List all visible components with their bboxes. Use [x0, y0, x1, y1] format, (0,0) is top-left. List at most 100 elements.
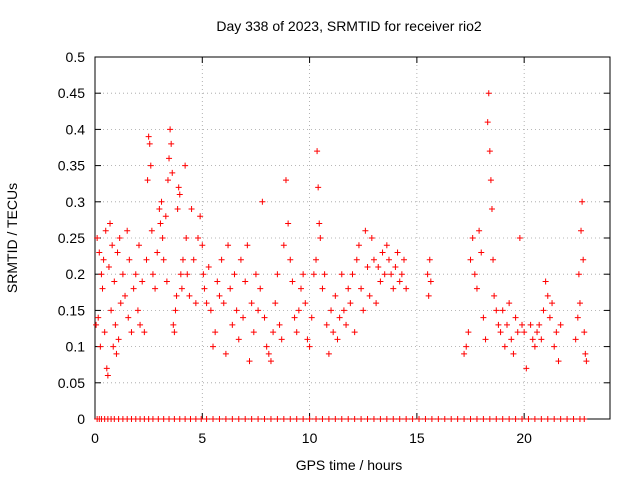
y-tick-label: 0.3	[66, 194, 86, 210]
grid-lines	[95, 57, 610, 419]
data-point	[581, 329, 588, 336]
data-point	[401, 256, 407, 263]
data-point	[212, 329, 219, 336]
data-point	[310, 271, 317, 278]
data-point	[351, 329, 358, 336]
data-point	[126, 256, 133, 263]
y-tick-label: 0.15	[58, 302, 85, 318]
data-point	[300, 271, 307, 278]
chart-title: Day 338 of 2023, SRMTID for receiver rio…	[216, 18, 482, 34]
data-point	[321, 271, 328, 278]
data-point	[544, 416, 551, 422]
data-point	[549, 300, 556, 307]
data-point	[330, 329, 337, 336]
data-point	[265, 350, 272, 357]
data-point	[368, 235, 375, 241]
data-point	[172, 307, 179, 314]
data-point	[235, 336, 242, 343]
data-point	[158, 198, 165, 205]
data-point	[111, 278, 118, 285]
data-point	[134, 307, 141, 314]
data-point	[497, 329, 504, 336]
data-point	[287, 416, 294, 422]
data-point	[499, 416, 506, 422]
data-point	[358, 416, 365, 422]
data-point	[334, 336, 341, 343]
data-point	[184, 271, 191, 278]
data-point	[125, 314, 132, 321]
data-point	[542, 278, 549, 285]
data-point	[441, 416, 448, 422]
data-point	[270, 329, 277, 336]
data-point	[506, 300, 513, 307]
data-point	[416, 416, 423, 422]
data-point	[248, 416, 255, 422]
data-point	[105, 263, 112, 270]
data-point	[99, 285, 106, 292]
data-point	[154, 249, 161, 256]
data-point	[257, 285, 264, 292]
data-point	[486, 416, 493, 422]
data-point	[336, 314, 343, 321]
data-point	[287, 256, 294, 263]
data-point	[176, 191, 183, 198]
data-point	[476, 227, 483, 234]
data-point	[201, 285, 208, 292]
data-point	[137, 321, 144, 328]
data-point	[227, 285, 234, 292]
data-point	[353, 256, 360, 263]
data-point	[491, 292, 498, 299]
x-tick-label: 0	[91, 430, 99, 446]
plot-frame	[94, 56, 611, 420]
y-axis-label: SRMTID / TECUs	[4, 183, 20, 293]
data-point	[104, 372, 111, 379]
data-point	[108, 307, 115, 314]
data-point	[519, 321, 526, 328]
data-point	[575, 271, 582, 278]
data-point	[531, 343, 538, 350]
data-point	[261, 314, 268, 321]
y-tick-label: 0.2	[66, 266, 86, 282]
data-point	[490, 256, 497, 263]
data-point	[155, 416, 162, 422]
data-point	[200, 271, 207, 278]
data-point	[463, 343, 470, 350]
data-point	[192, 300, 199, 307]
data-point	[255, 416, 262, 422]
data-point	[465, 329, 472, 336]
data-point	[313, 416, 320, 422]
data-point	[366, 292, 373, 299]
data-point	[272, 300, 279, 307]
data-point	[203, 300, 210, 307]
data-point	[117, 300, 124, 307]
data-point	[164, 177, 171, 184]
data-point	[316, 220, 323, 227]
data-point	[512, 314, 519, 321]
data-point	[319, 416, 326, 422]
data-point	[222, 350, 229, 357]
data-point	[98, 271, 105, 278]
data-point	[190, 256, 197, 263]
data-point	[521, 329, 528, 336]
data-point	[149, 416, 156, 422]
x-tick-label: 15	[409, 430, 425, 446]
data-point	[143, 256, 150, 263]
data-point	[278, 336, 285, 343]
data-point	[139, 278, 146, 285]
data-point	[364, 263, 371, 270]
data-point	[435, 416, 442, 422]
y-tick-label: 0.1	[66, 339, 86, 355]
data-point	[314, 148, 321, 155]
data-point	[370, 256, 377, 263]
data-point	[182, 416, 189, 422]
data-point	[267, 358, 274, 365]
data-point	[171, 329, 178, 336]
data-point	[583, 358, 590, 365]
data-point	[229, 416, 236, 422]
data-point	[469, 235, 476, 241]
data-point	[403, 285, 410, 292]
data-point	[390, 416, 397, 422]
data-point	[141, 329, 148, 336]
data-point	[112, 321, 119, 328]
data-point	[315, 184, 322, 191]
